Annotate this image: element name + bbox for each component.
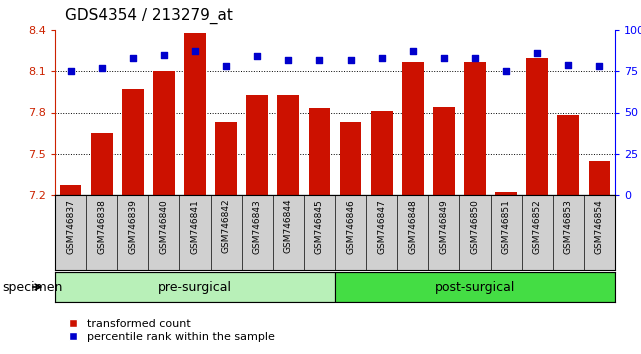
Bar bbox=[402, 62, 424, 195]
Bar bbox=[588, 161, 610, 195]
Point bbox=[532, 50, 542, 56]
Text: GSM746854: GSM746854 bbox=[595, 199, 604, 253]
Bar bbox=[335, 272, 615, 302]
Bar bbox=[55, 272, 335, 302]
Text: GSM746839: GSM746839 bbox=[128, 199, 137, 253]
Text: GSM746849: GSM746849 bbox=[439, 199, 449, 253]
Bar bbox=[308, 108, 330, 195]
Text: specimen: specimen bbox=[2, 280, 62, 293]
Text: pre-surgical: pre-surgical bbox=[158, 280, 232, 293]
Text: GSM746845: GSM746845 bbox=[315, 199, 324, 253]
Legend: transformed count, percentile rank within the sample: transformed count, percentile rank withi… bbox=[67, 319, 275, 342]
Bar bbox=[184, 33, 206, 195]
Point bbox=[594, 63, 604, 69]
Point bbox=[252, 53, 262, 59]
Text: GSM746853: GSM746853 bbox=[564, 199, 573, 253]
Text: GSM746837: GSM746837 bbox=[66, 199, 75, 253]
Point bbox=[563, 62, 574, 68]
Text: GSM746842: GSM746842 bbox=[222, 199, 231, 253]
Bar bbox=[340, 122, 362, 195]
Point bbox=[376, 55, 387, 61]
Bar bbox=[558, 115, 579, 195]
Point bbox=[501, 68, 512, 74]
Bar bbox=[495, 192, 517, 195]
Point bbox=[408, 48, 418, 54]
Point bbox=[438, 55, 449, 61]
Point bbox=[314, 57, 324, 63]
Bar bbox=[60, 185, 81, 195]
Point bbox=[159, 52, 169, 58]
Bar bbox=[278, 95, 299, 195]
Text: GSM746844: GSM746844 bbox=[284, 199, 293, 253]
Text: GSM746846: GSM746846 bbox=[346, 199, 355, 253]
Point bbox=[97, 65, 107, 71]
Text: GSM746838: GSM746838 bbox=[97, 199, 106, 253]
Point bbox=[470, 55, 480, 61]
Bar bbox=[91, 133, 113, 195]
Bar bbox=[526, 57, 548, 195]
Bar bbox=[246, 95, 268, 195]
Bar bbox=[153, 71, 175, 195]
Bar bbox=[215, 122, 237, 195]
Bar bbox=[433, 107, 454, 195]
Text: post-surgical: post-surgical bbox=[435, 280, 515, 293]
Bar bbox=[370, 111, 392, 195]
Point bbox=[128, 55, 138, 61]
Point bbox=[221, 63, 231, 69]
Point bbox=[190, 48, 200, 54]
Point bbox=[283, 57, 294, 63]
Text: GSM746841: GSM746841 bbox=[190, 199, 199, 253]
Point bbox=[65, 68, 76, 74]
Text: GSM746851: GSM746851 bbox=[502, 199, 511, 253]
Text: GSM746843: GSM746843 bbox=[253, 199, 262, 253]
Text: GDS4354 / 213279_at: GDS4354 / 213279_at bbox=[65, 8, 233, 24]
Bar bbox=[122, 89, 144, 195]
Bar bbox=[464, 62, 486, 195]
Text: GSM746840: GSM746840 bbox=[160, 199, 169, 253]
Text: GSM746848: GSM746848 bbox=[408, 199, 417, 253]
Text: GSM746852: GSM746852 bbox=[533, 199, 542, 253]
Text: GSM746850: GSM746850 bbox=[470, 199, 479, 253]
Text: GSM746847: GSM746847 bbox=[377, 199, 386, 253]
Point bbox=[345, 57, 356, 63]
